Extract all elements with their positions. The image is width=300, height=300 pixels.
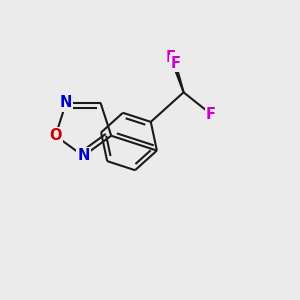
- Text: N: N: [60, 95, 72, 110]
- Text: O: O: [49, 128, 62, 143]
- Text: N: N: [77, 148, 89, 164]
- Text: F: F: [171, 56, 181, 71]
- Text: F: F: [166, 50, 176, 65]
- Text: F: F: [206, 107, 216, 122]
